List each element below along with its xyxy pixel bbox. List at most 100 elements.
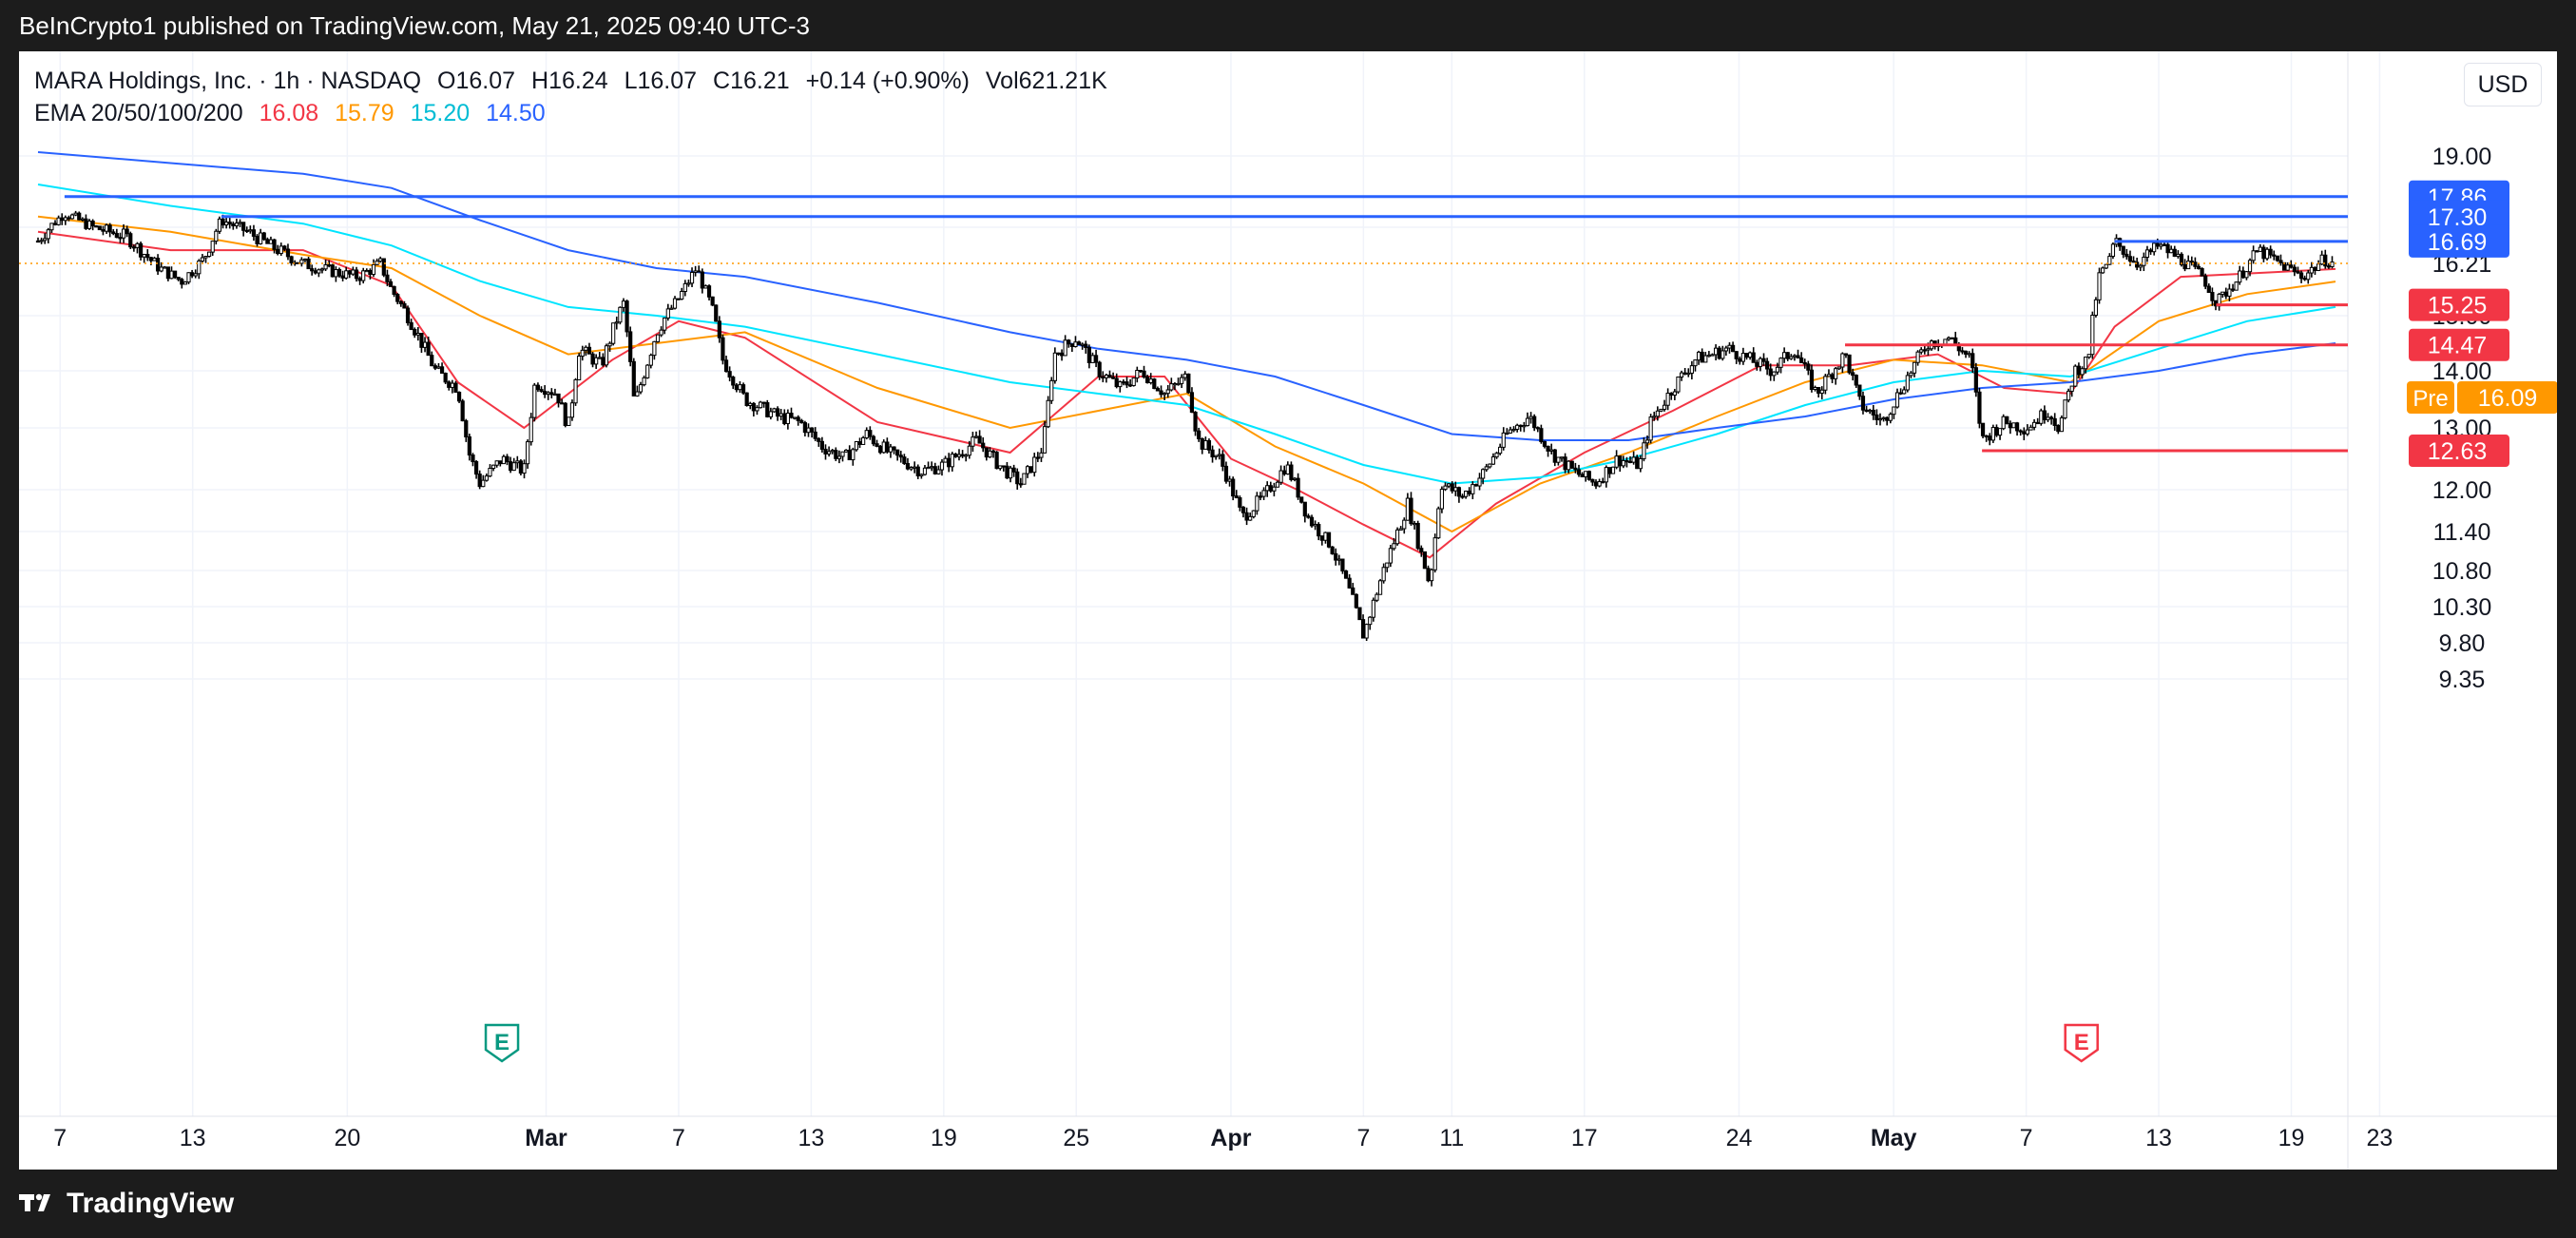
chart-panel[interactable]: 19.0017.0015.0014.0013.0012.0011.4010.80… (19, 51, 2557, 1170)
candle-body (2292, 266, 2297, 273)
symbol-label: MARA Holdings, Inc. · 1h · NASDAQ (34, 68, 422, 94)
candle-body (1347, 577, 1352, 589)
ema-label: EMA 20/50/100/200 (34, 100, 243, 126)
candle-body (1052, 352, 1057, 381)
candle-body (2165, 243, 2170, 254)
candle-body (1813, 386, 1817, 390)
currency-button[interactable]: USD (2464, 63, 2542, 106)
candle-body (580, 349, 585, 358)
candle-body (1330, 546, 1335, 554)
candle-body (2289, 264, 2294, 268)
candle-body (310, 268, 315, 272)
candle-body (1700, 351, 1704, 363)
ema-line (37, 184, 2336, 485)
candle-body (135, 242, 140, 248)
candle-body (1429, 569, 1434, 582)
candle-body (422, 341, 428, 348)
candle-body (2035, 421, 2040, 425)
candle-body (682, 282, 687, 293)
y-tick-label: 11.40 (2433, 519, 2491, 546)
ema100-value: 15.20 (410, 100, 471, 126)
candle-body (104, 224, 109, 232)
candle-body (1073, 341, 1078, 347)
earnings-marker-label: E (494, 1030, 509, 1055)
candle-body (526, 441, 530, 465)
candle-body (1515, 424, 1520, 430)
candle-body (375, 261, 379, 265)
candle-body (319, 268, 325, 271)
candle-body (1118, 381, 1123, 388)
candle-body (563, 402, 567, 426)
candle-body (1306, 515, 1311, 518)
price-chart[interactable]: 19.0017.0015.0014.0013.0012.0011.4010.80… (19, 51, 2557, 1170)
candle-body (1268, 485, 1273, 492)
candle-body (611, 322, 616, 344)
candle-body (357, 278, 362, 281)
candle-body (279, 245, 283, 255)
candle-body (1689, 365, 1694, 374)
candle-body (2097, 272, 2102, 300)
candle-body (1963, 350, 1969, 355)
resistance-level-label: 16.69 (2428, 229, 2488, 256)
candle-body (1443, 485, 1448, 491)
candle-body (1922, 349, 1927, 352)
ema200-value: 14.50 (486, 100, 546, 126)
candle-body (285, 248, 291, 258)
candle-body (1919, 349, 1924, 353)
candle-body (1679, 372, 1684, 378)
candle-body (676, 298, 681, 300)
candle-body (727, 371, 732, 378)
candle-body (789, 413, 794, 418)
candle-body (751, 402, 756, 412)
candle-body (663, 317, 667, 331)
support-level-label: 12.63 (2428, 438, 2488, 465)
x-tick-label: 7 (53, 1125, 67, 1151)
candle-body (1946, 337, 1951, 340)
candle-body (1823, 376, 1828, 391)
candle-body (1238, 497, 1242, 508)
candle-body (1377, 580, 1383, 595)
candle-body (1860, 396, 1866, 411)
candle-body (203, 256, 208, 259)
ema-row: EMA 20/50/100/200 16.08 15.79 15.20 14.5… (34, 97, 1117, 129)
candle-body (2142, 257, 2146, 266)
candle-body (1778, 358, 1783, 368)
candle-body (2084, 357, 2088, 370)
candle-body (1877, 417, 1883, 421)
candle-body (121, 228, 126, 239)
candle-body (2031, 421, 2037, 428)
candle-body (1251, 510, 1256, 517)
candle-body (740, 384, 746, 394)
candle-body (1768, 368, 1773, 377)
candle-body (1261, 490, 1266, 497)
candle-body (1148, 378, 1153, 383)
candle-body (621, 300, 626, 308)
candle-body (2193, 261, 2198, 267)
candle-body (1364, 624, 1369, 639)
candle-body (1703, 355, 1708, 363)
candle-body (1481, 469, 1486, 479)
candle-body (210, 241, 215, 253)
candle-body (977, 435, 982, 444)
candle-body (744, 392, 749, 407)
candle-body (176, 277, 181, 280)
candle-body (1231, 478, 1236, 497)
candle-body (142, 254, 146, 258)
candle-body (1638, 457, 1643, 470)
candle-body (981, 442, 986, 449)
candle-body (614, 321, 619, 324)
candle-body (1477, 477, 1482, 487)
candle-body (779, 413, 783, 417)
candle-body (1097, 361, 1102, 377)
candle-body (1912, 361, 1917, 374)
candle-body (834, 450, 838, 459)
candle-body (635, 391, 640, 397)
candle-body (1357, 607, 1362, 621)
candle-body (782, 413, 787, 424)
candle-body (1360, 619, 1366, 639)
candle-body (152, 258, 157, 261)
candle-body (1415, 522, 1420, 550)
candle-body (1505, 432, 1509, 435)
earnings-marker-label: E (2074, 1030, 2089, 1055)
candle-body (1317, 523, 1321, 537)
